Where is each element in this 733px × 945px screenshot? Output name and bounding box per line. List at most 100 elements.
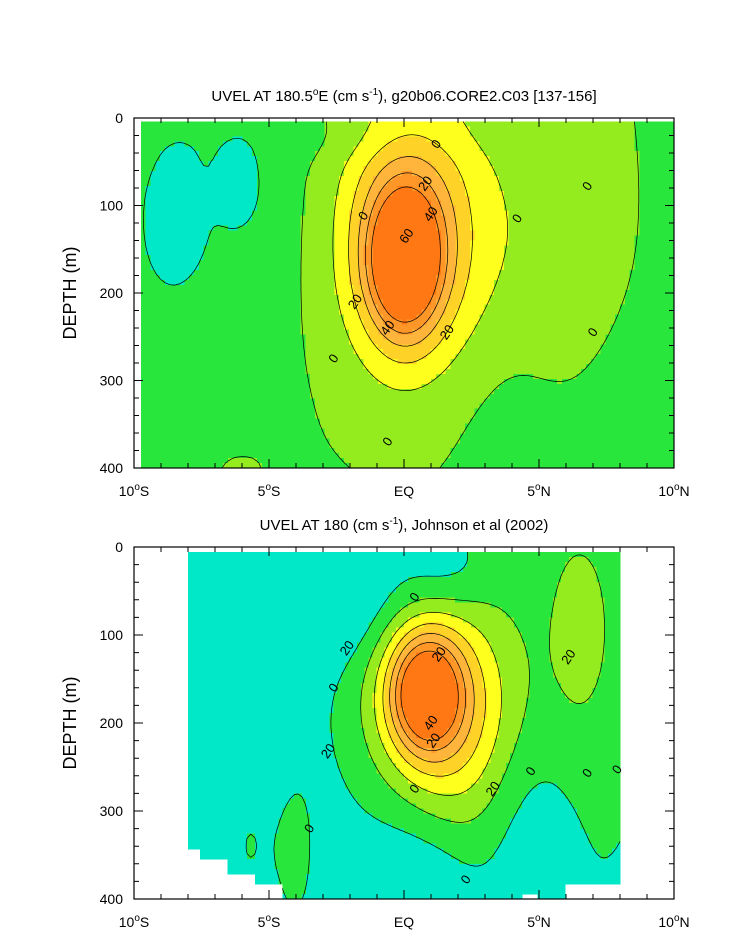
field-cell — [557, 255, 563, 261]
field-cell — [387, 334, 394, 340]
field-cell — [261, 171, 268, 177]
field-cell — [198, 210, 205, 217]
field-cell — [276, 289, 282, 296]
field-cell — [663, 240, 669, 246]
field-cell — [469, 294, 476, 301]
field-cell — [247, 136, 253, 142]
field-cell — [532, 299, 539, 306]
field-cell — [266, 235, 273, 241]
field-cell — [358, 235, 365, 241]
field-cell — [198, 225, 205, 231]
field-cell — [421, 121, 427, 128]
field-cell — [527, 131, 534, 137]
field-cell — [590, 250, 597, 256]
field-cell — [300, 175, 306, 182]
field-cell — [615, 289, 621, 296]
field-cell — [247, 304, 253, 311]
field-cell — [431, 294, 437, 301]
field-cell — [402, 156, 408, 162]
field-cell — [479, 200, 486, 207]
field-cell — [189, 121, 195, 128]
field-cell — [542, 304, 548, 311]
field-cell — [348, 171, 355, 177]
field-cell — [373, 180, 379, 187]
field-cell — [348, 294, 355, 301]
field-cell — [494, 250, 500, 256]
field-cell — [174, 344, 181, 350]
field-cell — [382, 255, 389, 261]
field-cell — [416, 255, 423, 261]
field-cell — [436, 299, 442, 306]
field-cell — [484, 284, 490, 291]
field-cell — [479, 334, 486, 340]
field-cell — [460, 250, 466, 256]
field-cell — [310, 175, 316, 182]
field-cell — [310, 299, 316, 306]
field-cell — [324, 294, 331, 301]
field-cell — [450, 146, 456, 152]
field-cell — [281, 324, 287, 330]
field-cell — [523, 289, 529, 296]
field-cell — [639, 230, 645, 236]
field-cell — [648, 245, 655, 251]
field-cell — [310, 339, 316, 345]
field-cell — [281, 334, 287, 340]
field-cell — [300, 126, 306, 132]
field-cell — [581, 126, 587, 132]
field-cell — [150, 339, 156, 345]
field-cell — [140, 205, 147, 212]
field-cell — [532, 334, 539, 340]
field-cell — [658, 171, 665, 177]
field-cell — [256, 334, 263, 340]
field-cell — [484, 235, 490, 241]
field-cell — [527, 210, 534, 217]
field-cell — [150, 324, 156, 330]
field-cell — [358, 314, 365, 321]
field-cell — [174, 180, 181, 187]
field-cell — [465, 279, 471, 286]
field-cell — [397, 175, 403, 182]
field-cell — [252, 225, 258, 231]
field-cell — [460, 319, 466, 326]
field-cell — [319, 180, 326, 187]
field-cell — [247, 161, 253, 167]
field-cell — [426, 299, 432, 306]
field-cell — [532, 260, 539, 266]
field-cell — [315, 314, 321, 321]
field-cell — [426, 250, 432, 256]
field-cell — [498, 220, 505, 227]
field-cell — [639, 324, 645, 330]
field-cell — [242, 255, 248, 261]
field-cell — [150, 250, 156, 256]
field-cell — [160, 215, 166, 222]
field-cell — [663, 304, 669, 311]
field-cell — [648, 329, 655, 335]
field-cell — [532, 255, 539, 261]
field-cell — [223, 200, 229, 207]
field-cell — [450, 225, 456, 231]
field-cell — [319, 334, 326, 340]
field-cell — [615, 175, 621, 182]
field-cell — [227, 309, 234, 316]
field-cell — [411, 309, 418, 316]
field-cell — [252, 126, 258, 132]
field-cell — [498, 274, 505, 281]
field-cell — [155, 146, 161, 152]
field-cell — [663, 314, 669, 321]
field-cell — [271, 245, 277, 251]
field-cell — [227, 200, 234, 207]
field-cell — [489, 126, 495, 132]
field-cell — [285, 185, 292, 192]
field-cell — [610, 294, 616, 301]
field-cell — [411, 190, 418, 197]
field-cell — [445, 156, 452, 162]
field-cell — [460, 314, 466, 321]
field-cell — [300, 230, 306, 236]
field-cell — [634, 180, 640, 187]
field-cell — [600, 151, 607, 157]
field-cell — [169, 250, 176, 256]
field-cell — [164, 279, 171, 286]
field-cell — [571, 121, 577, 128]
field-cell — [634, 200, 640, 207]
field-cell — [198, 250, 205, 256]
